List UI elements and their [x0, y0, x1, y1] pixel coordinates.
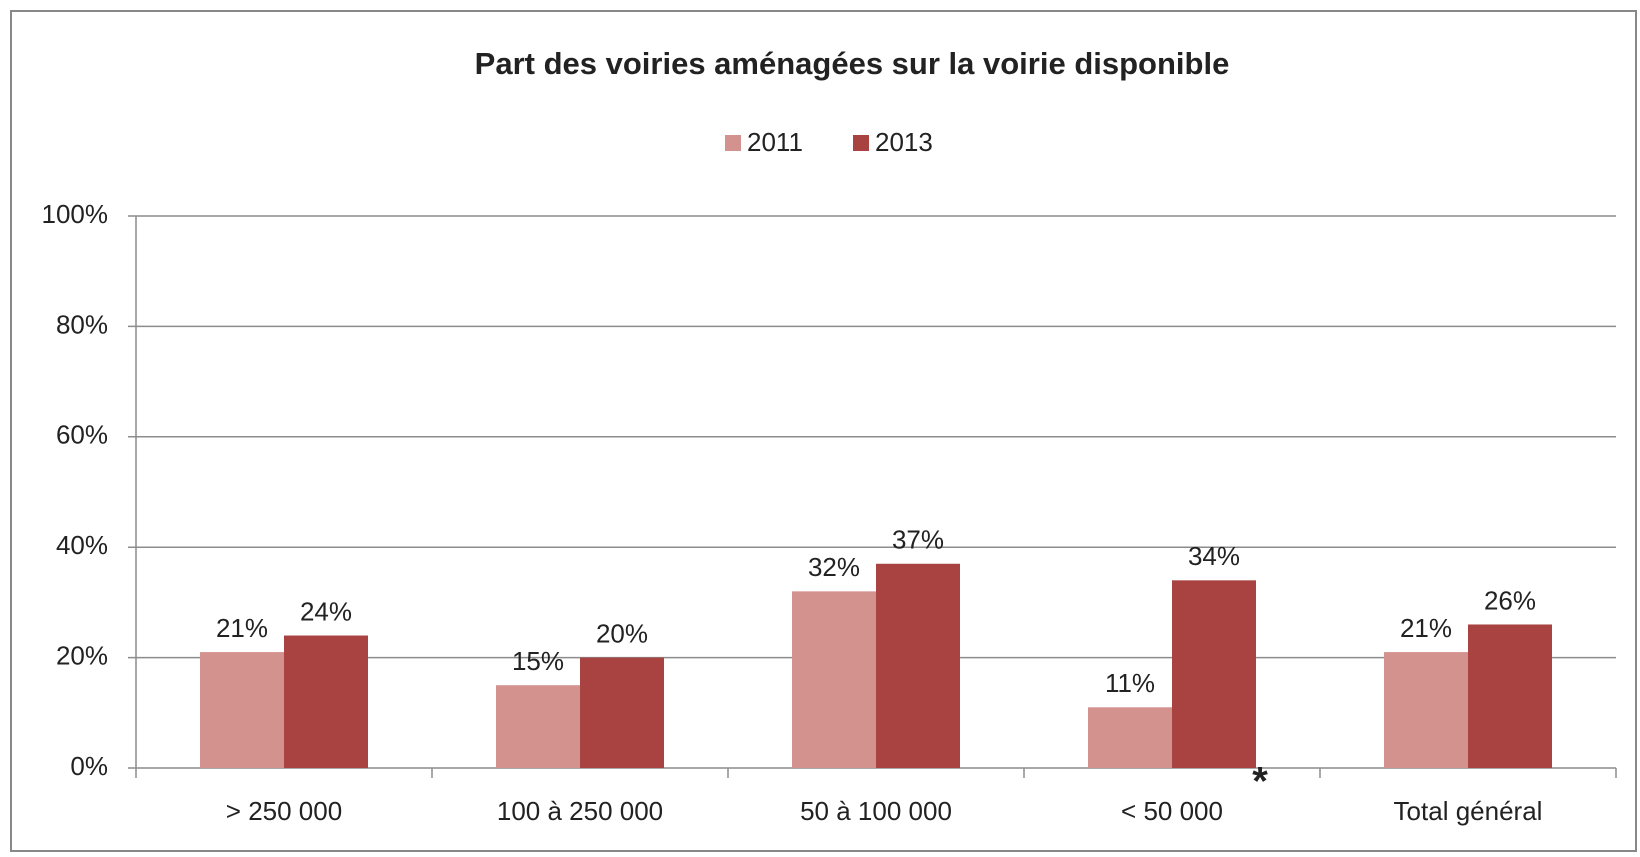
data-label: 32%: [808, 552, 860, 582]
y-tick-label: 40%: [56, 530, 108, 560]
bar: [876, 563, 960, 768]
data-label: 26%: [1484, 585, 1536, 615]
data-label: 20%: [596, 618, 648, 648]
legend-swatch: [725, 135, 741, 151]
data-label: 37%: [892, 525, 944, 555]
bar: [200, 652, 284, 768]
x-tick-label: 50 à 100 000: [800, 796, 952, 826]
y-tick-label: 60%: [56, 420, 108, 450]
bar: [792, 591, 876, 768]
bar: [1384, 652, 1468, 768]
data-label: 11%: [1105, 668, 1155, 698]
data-label: 15%: [512, 646, 564, 676]
y-tick-label: 0%: [70, 751, 108, 781]
legend-label: 2013: [875, 127, 933, 157]
bar: [284, 635, 368, 768]
legend-swatch: [853, 135, 869, 151]
y-tick-label: 80%: [56, 309, 108, 339]
x-tick-label: 100 à 250 000: [497, 796, 663, 826]
data-label: 21%: [216, 613, 268, 643]
chart-frame: [10, 10, 1637, 852]
bar: [1088, 707, 1172, 768]
legend-label: 2011: [747, 127, 803, 157]
x-tick-label: > 250 000: [226, 796, 342, 826]
data-label: 21%: [1400, 613, 1452, 643]
chart-title: Part des voiries aménagées sur la voirie…: [475, 46, 1230, 81]
bar: [1468, 624, 1552, 768]
y-tick-label: 100%: [42, 199, 109, 229]
bar: [1172, 580, 1256, 768]
bar: [580, 657, 664, 768]
data-label: 34%: [1188, 541, 1240, 571]
x-tick-label: < 50 000: [1121, 796, 1223, 826]
x-tick-label: Total général: [1394, 796, 1543, 826]
y-tick-label: 20%: [56, 640, 108, 670]
bar: [496, 685, 580, 768]
data-label: 24%: [300, 596, 352, 626]
annotation: *: [1252, 760, 1268, 804]
